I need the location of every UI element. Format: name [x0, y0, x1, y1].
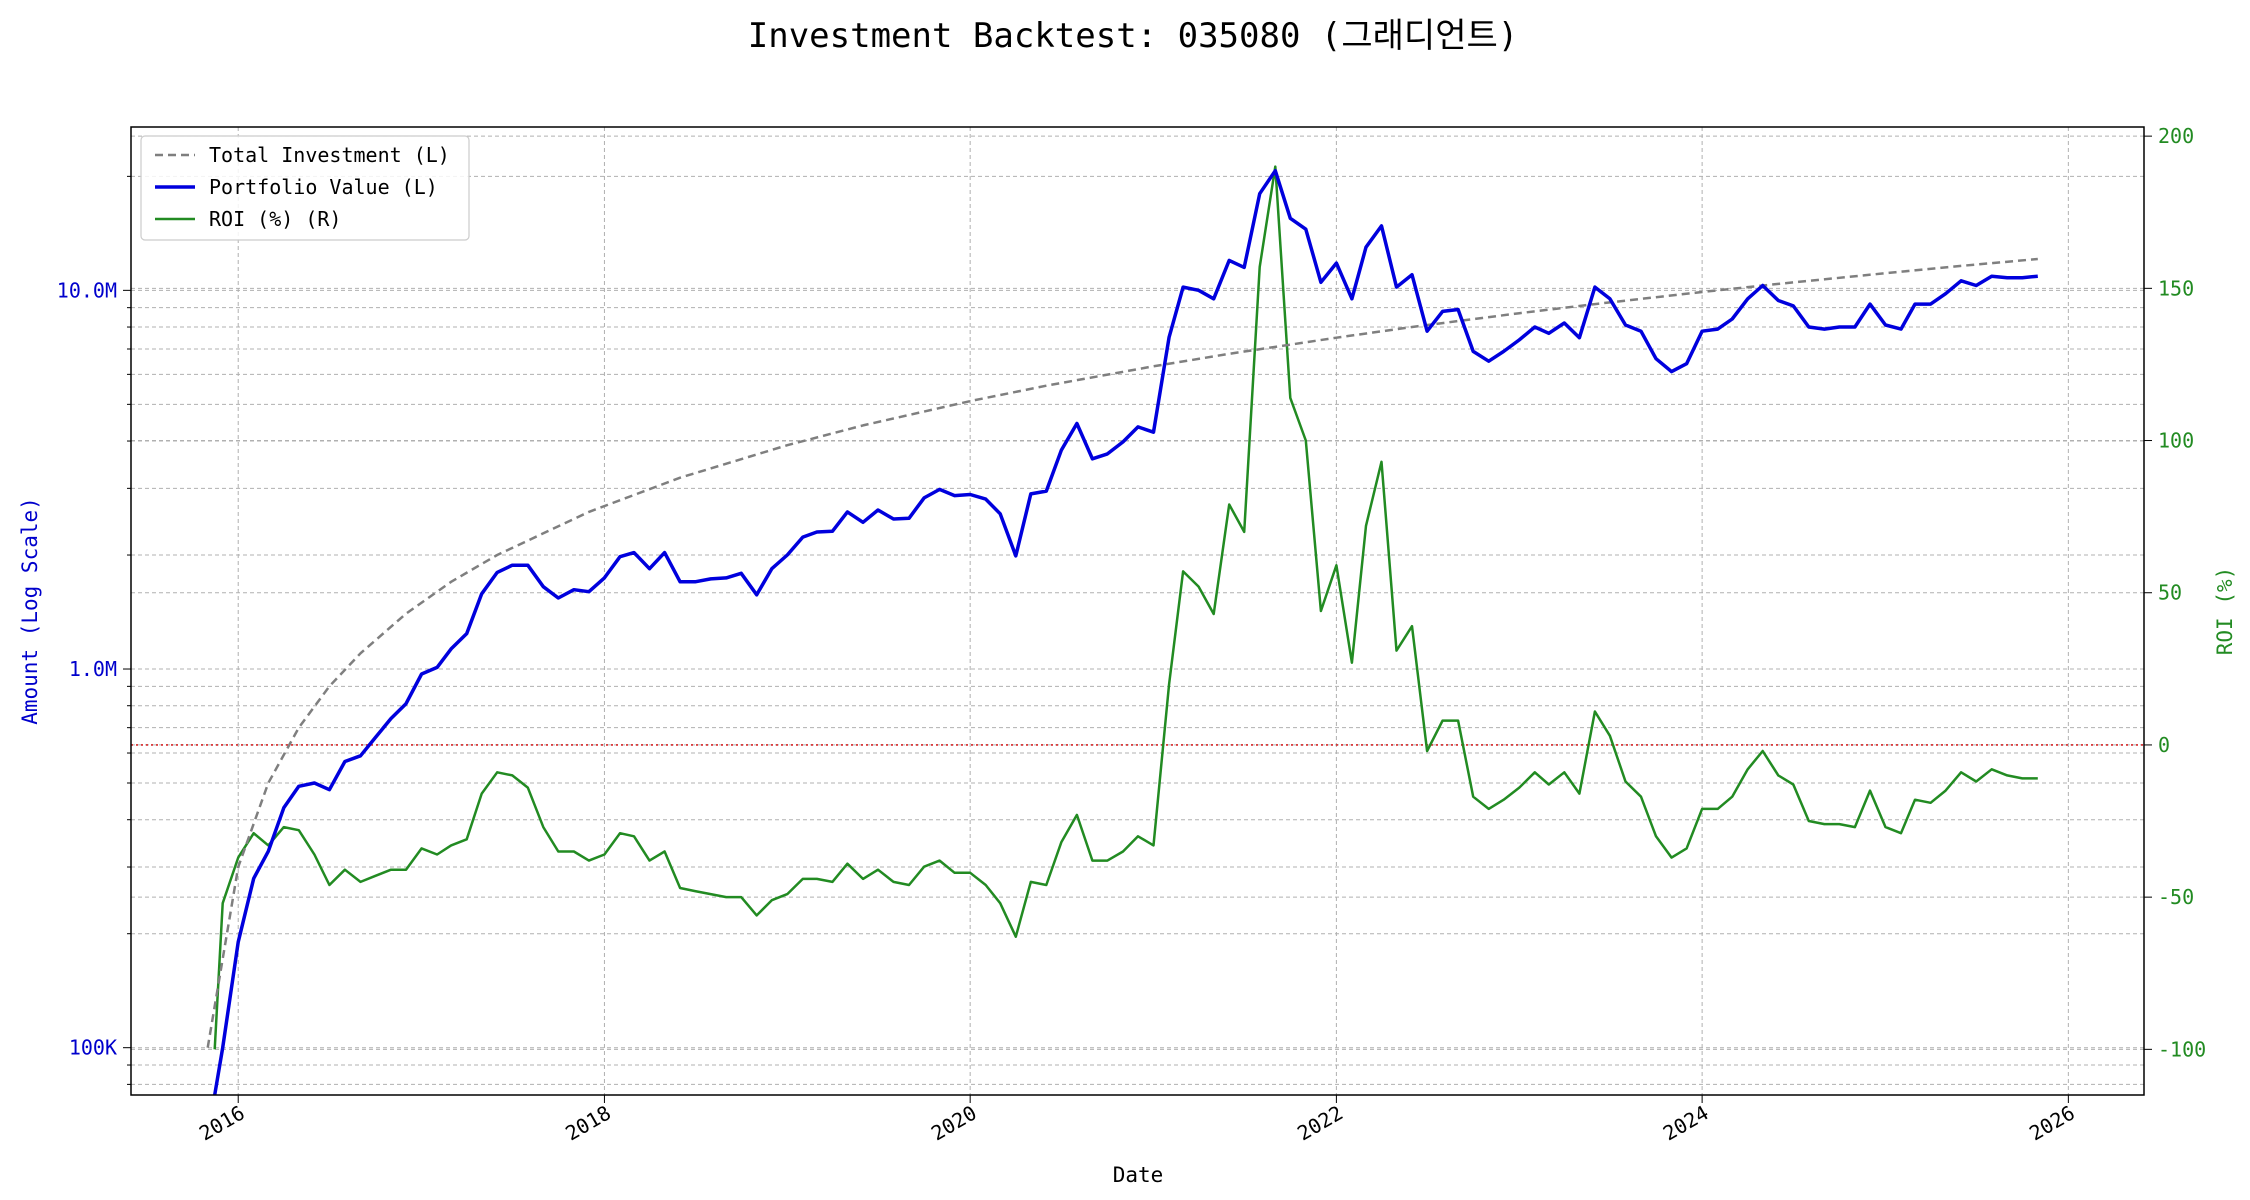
left-tick-label: 10.0M [57, 278, 117, 302]
series-layer [131, 165, 2144, 1096]
right-tick-label: 150 [2158, 276, 2194, 300]
right-tick-label: 50 [2158, 581, 2182, 605]
roi-line [213, 165, 2038, 1050]
right-tick-label: 100 [2158, 429, 2194, 453]
left-tick-label: 100K [69, 1036, 117, 1060]
right-tick-label: 200 [2158, 124, 2194, 148]
grid-lines [131, 127, 2144, 1095]
legend: Total Investment (L) Portfolio Value (L)… [140, 135, 470, 241]
portfolio-value-line [212, 168, 2038, 1096]
x-axis-label: Date [1113, 1163, 1164, 1187]
chart-title: Investment Backtest: 035080 (그래디언트) [748, 16, 1519, 56]
right-axis-label: ROI (%) [2213, 567, 2237, 656]
legend-label-total-investment: Total Investment (L) [209, 143, 450, 167]
legend-box [140, 135, 470, 241]
total-investment-line [206, 257, 2038, 1048]
left-tick-label: 1.0M [69, 657, 117, 681]
right-tick-label: 0 [2158, 733, 2170, 757]
right-tick-label: -50 [2158, 885, 2194, 909]
legend-label-portfolio-value: Portfolio Value (L) [209, 175, 438, 199]
legend-label-roi: ROI (%) (R) [209, 207, 341, 231]
plot-frame [130, 126, 2145, 1096]
left-axis-label: Amount (Log Scale) [18, 497, 42, 725]
right-tick-label: -100 [2158, 1037, 2206, 1061]
